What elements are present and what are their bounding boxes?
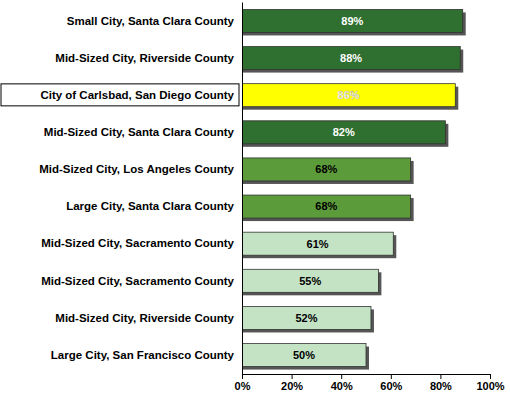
category-label: Mid-Sized City, Riverside County xyxy=(55,312,234,324)
tick-mark xyxy=(242,374,243,379)
category-label: Mid-Sized City, Sacramento County xyxy=(41,274,234,286)
highlight-box xyxy=(1,84,239,106)
tick-label: 20% xyxy=(281,380,303,392)
tick: Mid-Sized City, Santa Clara County xyxy=(44,126,242,138)
category-label: Large City, San Francisco County xyxy=(51,349,235,361)
tick: Small City, Santa Clara County xyxy=(67,15,242,27)
tick: 100% xyxy=(476,374,504,392)
category-label: Mid-Sized City, Riverside County xyxy=(55,52,234,64)
bar xyxy=(242,344,366,367)
tick: 80% xyxy=(430,374,452,392)
tick-mark xyxy=(490,374,491,379)
data-label: 50% xyxy=(293,349,315,361)
tick-label: 100% xyxy=(476,380,504,392)
tick-mark xyxy=(341,374,342,379)
data-label: 88% xyxy=(340,52,362,64)
tick: 0% xyxy=(235,374,251,392)
category-label: Mid-Sized City, Santa Clara County xyxy=(44,126,235,138)
tick-mark xyxy=(440,374,441,379)
x-axis: 0% 20% 40% 60% 80% 100% xyxy=(235,374,505,392)
tick: Large City, San Francisco County xyxy=(51,349,242,361)
axis-line xyxy=(243,374,491,375)
axis-line xyxy=(242,3,243,375)
bars xyxy=(242,9,466,369)
category-label: Mid-Sized City, Sacramento County xyxy=(41,237,234,249)
tick: Mid-Sized City, Los Angeles County xyxy=(39,163,242,175)
tick: Mid-Sized City, Riverside County xyxy=(55,312,242,324)
category-label: City of Carlsbad, San Diego County xyxy=(40,89,234,101)
tick: City of Carlsbad, San Diego County xyxy=(1,84,242,106)
plot: 89% 88% 86% 82% 68% 68% 61% 55% 52% 50% 0% 20% 40% 60… xyxy=(1,3,505,392)
data-label: 86% xyxy=(338,89,360,101)
tick: Mid-Sized City, Sacramento County xyxy=(41,237,242,249)
category-label: Small City, Santa Clara County xyxy=(67,15,235,27)
bar xyxy=(242,306,371,329)
bar xyxy=(242,84,455,107)
tick: 60% xyxy=(380,374,402,392)
data-labels: 89% 88% 86% 82% 68% 68% 61% 55% 52% 50% xyxy=(293,15,364,361)
tick: Mid-Sized City, Riverside County xyxy=(55,52,242,64)
tick-label: 0% xyxy=(235,380,251,392)
category-label: Mid-Sized City, Los Angeles County xyxy=(39,163,234,175)
tick-mark xyxy=(292,374,293,379)
bar xyxy=(242,158,411,181)
tick-label: 60% xyxy=(380,380,402,392)
data-label: 52% xyxy=(295,312,317,324)
tick: 40% xyxy=(331,374,353,392)
data-label: 82% xyxy=(333,126,355,138)
tick: Mid-Sized City, Sacramento County xyxy=(41,274,242,286)
category-label: Large City, Santa Clara County xyxy=(66,200,234,212)
bar xyxy=(242,121,445,144)
tick: 20% xyxy=(281,374,303,392)
data-label: 68% xyxy=(315,200,337,212)
data-label: 68% xyxy=(315,163,337,175)
data-label: 61% xyxy=(307,238,329,250)
tick-label: 80% xyxy=(430,380,452,392)
bar xyxy=(242,47,460,70)
data-label: 89% xyxy=(341,15,363,27)
bar xyxy=(242,9,463,32)
y-axis: Small City, Santa Clara County Mid-Sized … xyxy=(1,3,243,375)
bar xyxy=(242,232,393,255)
bar xyxy=(242,269,378,292)
tick: Large City, Santa Clara County xyxy=(66,200,242,212)
chart: 89% 88% 86% 82% 68% 68% 61% 55% 52% 50% 0% 20% 40% 60… xyxy=(0,0,510,400)
bar xyxy=(242,195,411,218)
data-label: 55% xyxy=(299,275,321,287)
tick-mark xyxy=(391,374,392,379)
tick-label: 40% xyxy=(331,380,353,392)
